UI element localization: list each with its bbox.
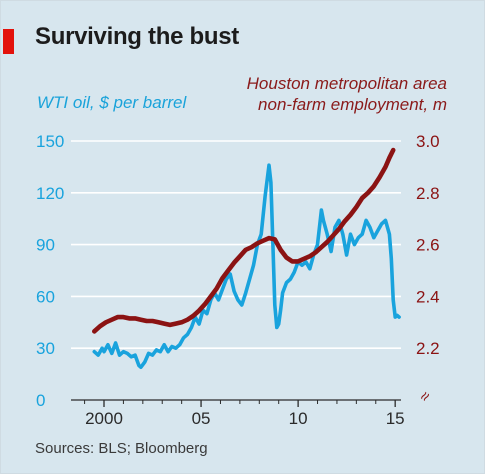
brand-red-tag (3, 29, 14, 54)
right-axis-label: Houston metropolitan area non-farm emplo… (247, 73, 447, 115)
x-tick-label: 15 (386, 409, 405, 428)
left-tick-label: 0 (36, 391, 45, 410)
employment-line (92, 147, 396, 334)
right-tick-label: 3.0 (416, 132, 440, 151)
right-axis-label-line1: Houston metropolitan area (246, 74, 447, 93)
right-tick-label: 2.4 (416, 287, 440, 306)
right-tick-label: 2.6 (416, 236, 440, 255)
source-note: Sources: BLS; Bloomberg (35, 440, 208, 457)
x-tick-label: 05 (192, 409, 211, 428)
chart-title: Surviving the bust (35, 23, 239, 50)
right-axis-label-line2: non-farm employment, m (258, 95, 447, 114)
axis-break-symbol: ≈ (416, 388, 435, 405)
x-tick-label: 10 (289, 409, 308, 428)
left-tick-label: 150 (36, 132, 64, 151)
x-tick-label: 2000 (85, 409, 123, 428)
left-axis-label: WTI oil, $ per barrel (37, 93, 187, 112)
left-tick-label: 120 (36, 184, 64, 203)
right-tick-label: 2.8 (416, 184, 440, 203)
oil-price-line (92, 163, 401, 370)
left-tick-label: 60 (36, 287, 55, 306)
right-tick-label: 2.2 (416, 339, 440, 358)
left-tick-label: 30 (36, 339, 55, 358)
left-tick-label: 90 (36, 236, 55, 255)
